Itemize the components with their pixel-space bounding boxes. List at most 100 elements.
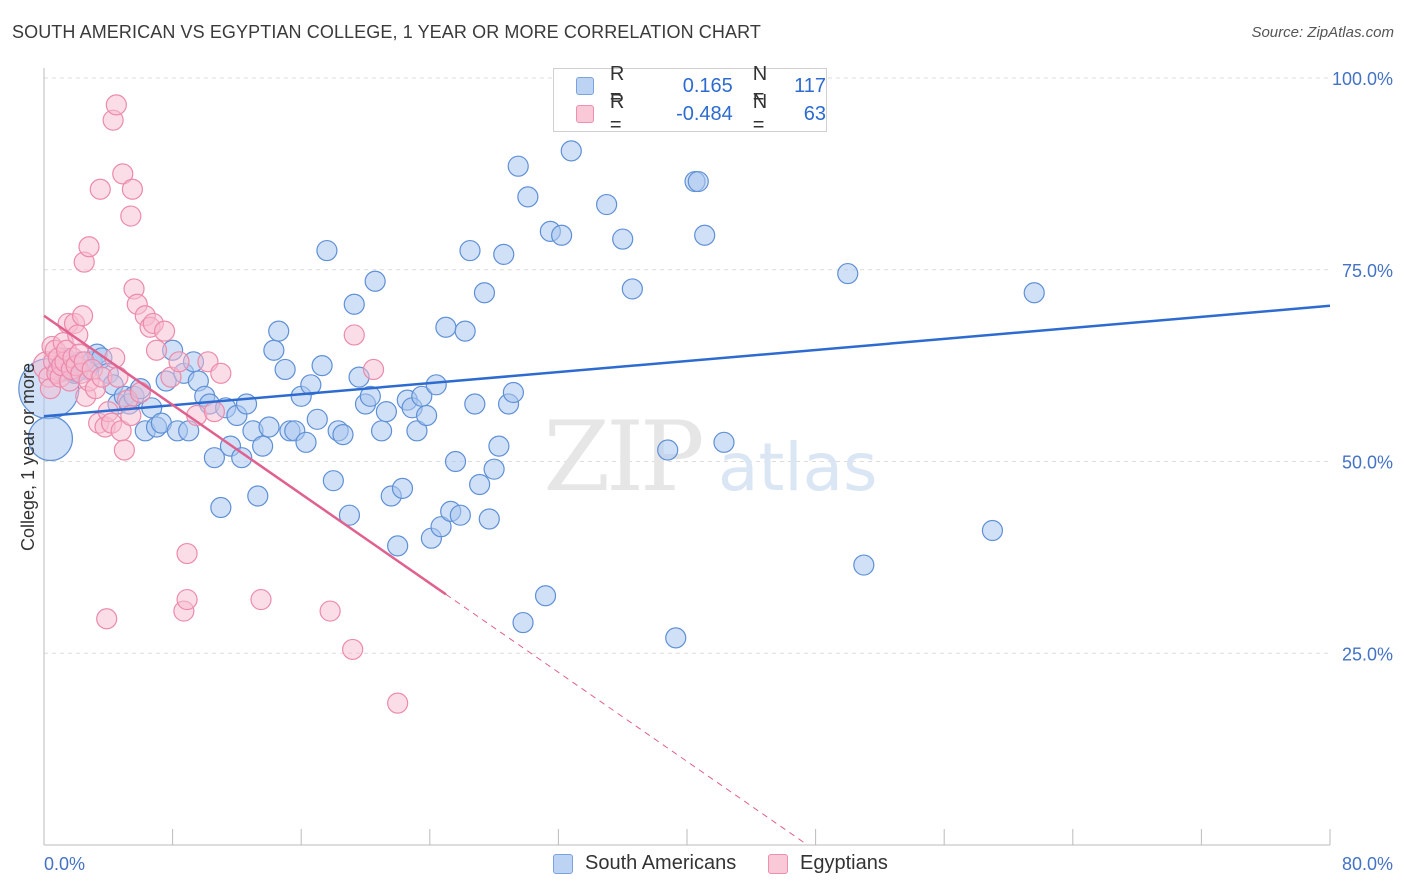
data-point-egyptian (343, 324, 365, 346)
data-point-egyptian (121, 178, 144, 200)
data-point-egyptian (89, 178, 111, 200)
pink-swatch-icon (768, 853, 788, 874)
y-tick-label: 50.0% (1342, 453, 1393, 473)
trendline-egyptians-extrapolated (445, 593, 808, 846)
data-point-south-american (391, 477, 414, 499)
chart-title: SOUTH AMERICAN VS EGYPTIAN COLLEGE, 1 YE… (12, 22, 761, 42)
data-point-egyptian (78, 236, 100, 258)
n-value: 63 (803, 102, 826, 125)
data-point-egyptian (203, 401, 225, 423)
data-point-egyptian (105, 94, 127, 116)
data-point-south-american (488, 435, 510, 457)
correlation-legend: R = 0.165 N = 117 R = -0.484 N = 63 (553, 63, 827, 136)
data-point-south-american (316, 239, 338, 262)
data-point-south-american (435, 316, 457, 338)
data-point-egyptian (71, 305, 94, 327)
legend-row-egyptians: R = -0.484 N = 63 (576, 91, 826, 136)
data-point-egyptian (319, 600, 341, 622)
data-point-south-american (1023, 282, 1045, 304)
data-point-south-american (274, 358, 296, 381)
x-tick-label: 80.0% (1342, 854, 1393, 874)
legend-label: South Americans (585, 852, 737, 874)
r-label: R = (609, 63, 625, 108)
data-point-south-american (332, 424, 354, 446)
data-point-south-american (512, 611, 534, 634)
legend-label: Egyptians (800, 852, 888, 874)
data-point-south-american (464, 393, 486, 415)
data-point-south-american (694, 224, 716, 246)
r-label: R = (609, 91, 625, 136)
data-point-south-american (263, 339, 285, 361)
data-point-egyptian (176, 542, 198, 565)
blue-swatch-icon (576, 77, 594, 95)
trendline-south-americans (43, 304, 1331, 418)
data-point-south-american (551, 224, 573, 246)
data-point-south-american (300, 374, 322, 396)
data-point-south-american (235, 393, 258, 415)
data-point-egyptian (129, 381, 152, 404)
data-point-south-american (449, 504, 471, 526)
data-point-south-american (231, 447, 253, 469)
data-point-south-american (375, 401, 397, 423)
data-point-south-american (359, 385, 381, 407)
data-point-south-american (483, 458, 505, 480)
data-point-south-american (387, 535, 409, 557)
data-point-egyptian (362, 358, 385, 381)
data-point-south-american (306, 408, 328, 430)
data-point-south-american (364, 270, 386, 292)
data-point-south-american (560, 140, 582, 162)
data-point-south-american (596, 193, 618, 216)
data-point-south-american (444, 450, 467, 473)
blue-swatch-icon (553, 853, 573, 874)
data-point-egyptian (250, 588, 272, 611)
legend-egyptians[interactable]: Egyptians (768, 852, 888, 875)
data-point-south-american (612, 228, 634, 250)
data-point-south-american (473, 282, 496, 304)
data-point-south-american (493, 243, 515, 266)
y-tick-label: 75.0% (1342, 261, 1393, 281)
n-value: 117 (794, 74, 826, 97)
legend-south-americans[interactable]: South Americans (553, 852, 736, 875)
tick-labels: 25.0% 50.0% 75.0% 100.0% 0.0% 80.0% (44, 69, 1393, 874)
data-point-egyptian (113, 439, 135, 461)
data-point-south-american (252, 435, 274, 457)
data-point-egyptian (112, 163, 134, 185)
y-tick-label: 25.0% (1342, 644, 1393, 664)
data-point-south-american (665, 627, 687, 649)
y-tick-label: 100.0% (1332, 69, 1393, 89)
r-value: -0.484 (676, 102, 733, 125)
data-point-egyptian (145, 339, 168, 361)
data-point-egyptian (120, 205, 142, 227)
data-point-south-american (478, 508, 500, 530)
r-value: 0.165 (682, 74, 733, 97)
data-point-south-american (713, 431, 735, 453)
watermark: ZIP atlas (543, 401, 877, 513)
data-point-south-american (415, 404, 438, 427)
data-point-south-american (425, 374, 447, 396)
data-point-egyptian (96, 608, 118, 630)
y-axis-title: College, 1 year or more (18, 363, 38, 551)
data-point-south-american (247, 485, 269, 507)
watermark-zip: ZIP (543, 401, 702, 513)
data-point-south-american (430, 516, 452, 538)
series-egyptians (32, 94, 409, 714)
data-point-south-american (837, 262, 859, 285)
data-point-south-american (268, 320, 290, 342)
n-label: N = (752, 63, 768, 108)
legend-row-south-americans: R = 0.165 N = 117 (576, 63, 826, 108)
data-point-south-american (343, 293, 365, 315)
data-point-south-american (621, 278, 643, 300)
data-point-south-american (338, 504, 361, 526)
data-point-south-american (657, 439, 679, 461)
data-point-south-american (517, 186, 539, 208)
data-point-south-american (295, 431, 317, 453)
pink-swatch-icon (576, 105, 594, 123)
x-tick-label: 0.0% (44, 854, 85, 874)
trendline-egyptians (43, 314, 447, 596)
data-point-south-american (459, 239, 481, 262)
data-point-south-american (534, 585, 557, 607)
data-point-south-american (322, 470, 344, 492)
data-point-south-american (311, 355, 333, 377)
data-point-egyptian (387, 692, 409, 714)
data-point-south-american (981, 519, 1004, 542)
